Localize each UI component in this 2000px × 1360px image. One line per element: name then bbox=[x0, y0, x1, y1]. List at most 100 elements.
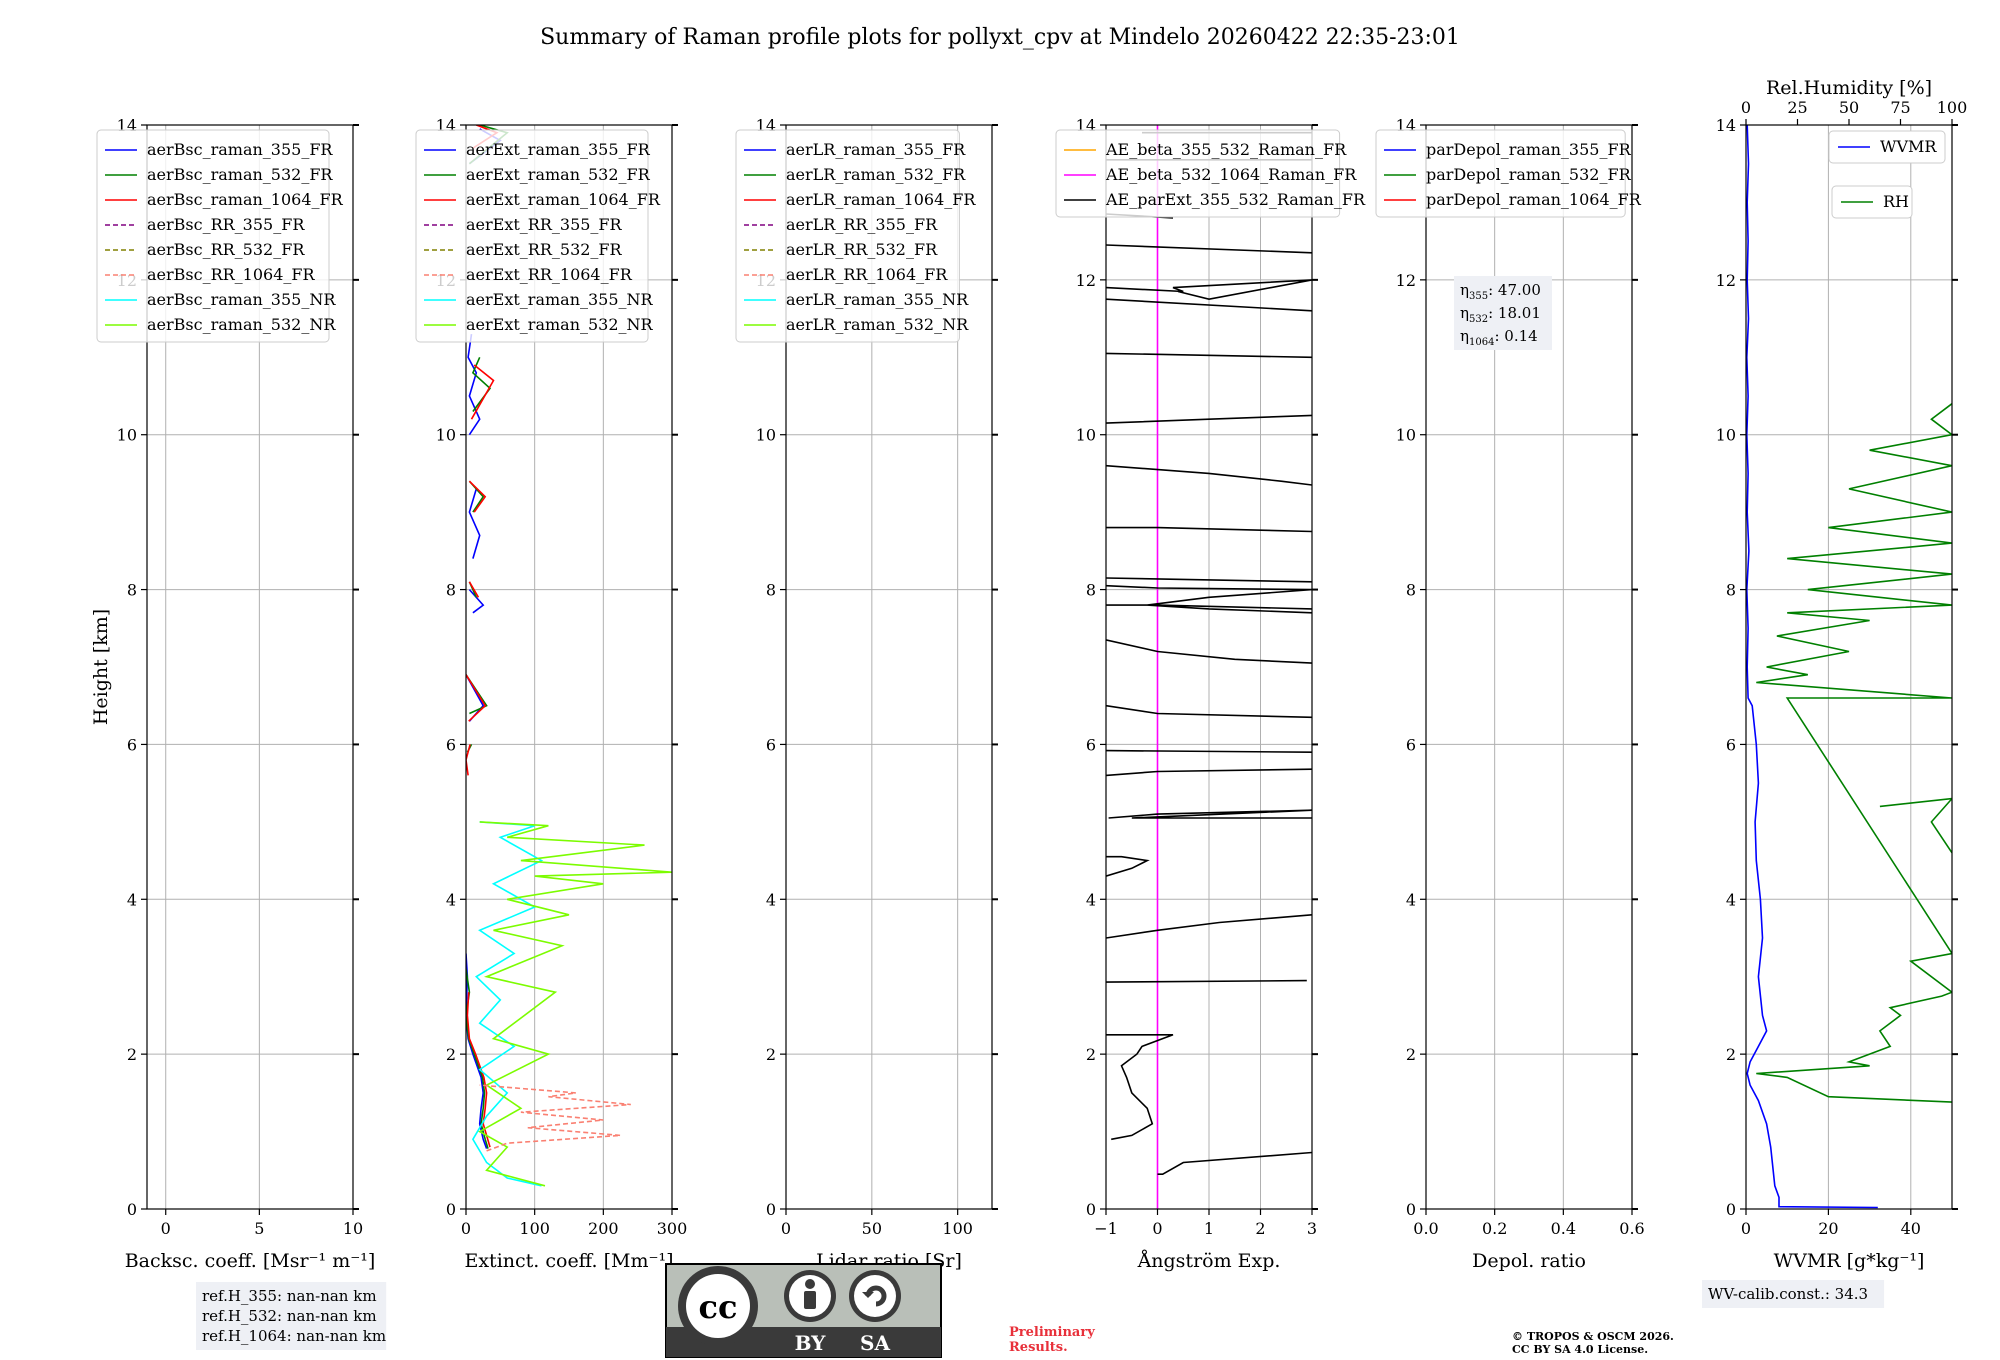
legend-label: aerExt_raman_355_NR bbox=[466, 290, 654, 309]
panel-lr: 02468101214050100Lidar ratio [Sr]aerLR_r… bbox=[735, 116, 998, 1272]
info-box: WV-calib.const.: 34.3 bbox=[1702, 1280, 1885, 1308]
top-x-axis-label: Rel.Humidity [%] bbox=[1766, 77, 1932, 99]
legend-label: aerBsc_raman_355_FR bbox=[147, 140, 333, 159]
preliminary-note: Preliminary Results. bbox=[1009, 1325, 1095, 1355]
legend-label: aerLR_raman_532_FR bbox=[786, 165, 966, 184]
legend-label: AE_beta_532_1064_Raman_FR bbox=[1105, 165, 1357, 184]
legend: AE_beta_355_532_Raman_FR AE_beta_532_1064… bbox=[1055, 129, 1366, 218]
legend-label: parDepol_raman_355_FR bbox=[1426, 140, 1632, 159]
y-tick-label: 8 bbox=[766, 581, 776, 600]
y-tick-label: 10 bbox=[436, 426, 456, 445]
y-tick-label: 8 bbox=[1726, 581, 1736, 600]
x-tick-label: 40 bbox=[1901, 1219, 1921, 1238]
y-tick-label: 0 bbox=[127, 1200, 137, 1219]
x-axis-label: Backsc. coeff. [Msr⁻¹ m⁻¹] bbox=[125, 1250, 376, 1272]
y-tick-label: 8 bbox=[127, 581, 137, 600]
y-tick-label: 8 bbox=[446, 581, 456, 600]
top-x-tick-label: 0 bbox=[1741, 98, 1751, 117]
y-tick-label: 12 bbox=[1396, 271, 1416, 290]
y-tick-label: 0 bbox=[766, 1200, 776, 1219]
preliminary-line-1: Preliminary bbox=[1009, 1325, 1095, 1340]
cc-license-badge: cc BY SA bbox=[665, 1263, 942, 1358]
legend-label: aerExt_raman_532_FR bbox=[466, 165, 651, 184]
legend-label: WVMR bbox=[1880, 137, 1937, 156]
x-tick-label: 0.2 bbox=[1482, 1219, 1507, 1238]
y-tick-label: 4 bbox=[446, 890, 456, 909]
legend-box bbox=[735, 129, 960, 343]
series-line-aerExt_RR_1064_FR bbox=[479, 1084, 631, 1152]
legend: aerExt_raman_355_FR aerExt_raman_532_FRae… bbox=[415, 129, 661, 343]
axes-frame bbox=[146, 124, 354, 1210]
y-tick-label: 10 bbox=[1716, 426, 1736, 445]
y-tick-label: 4 bbox=[1086, 890, 1096, 909]
legend-box bbox=[96, 129, 330, 343]
info-line: ref.H_355: nan-nan km bbox=[202, 1287, 377, 1305]
y-tick-label: 6 bbox=[1406, 735, 1416, 754]
y-tick-label: 2 bbox=[1086, 1045, 1096, 1064]
x-tick-label: 300 bbox=[657, 1219, 688, 1238]
legend-label: aerBsc_RR_355_FR bbox=[147, 215, 305, 234]
axes-frame bbox=[1745, 124, 1953, 1210]
y-tick-label: 4 bbox=[766, 890, 776, 909]
legend-label: aerBsc_raman_532_FR bbox=[147, 165, 333, 184]
legend-label: aerBsc_raman_532_NR bbox=[147, 315, 336, 334]
x-axis-label: Depol. ratio bbox=[1472, 1250, 1586, 1272]
preliminary-line-2: Results. bbox=[1009, 1340, 1068, 1355]
y-tick-label: 12 bbox=[1076, 271, 1096, 290]
x-tick-label: 3 bbox=[1307, 1219, 1317, 1238]
legend-label: aerLR_RR_532_FR bbox=[786, 240, 938, 259]
y-tick-label: 4 bbox=[1406, 890, 1416, 909]
copyright-note: © TROPOS & OSCM 2026. CC BY SA 4.0 Licen… bbox=[1512, 1330, 1674, 1356]
legend-label: aerExt_raman_1064_FR bbox=[466, 190, 661, 209]
panels: 024681012140510Backsc. coeff. [Msr⁻¹ m⁻¹… bbox=[90, 77, 1967, 1350]
x-tick-label: 0.4 bbox=[1551, 1219, 1576, 1238]
x-tick-label: 0 bbox=[781, 1219, 791, 1238]
top-x-tick-label: 75 bbox=[1890, 98, 1910, 117]
y-tick-label: 10 bbox=[117, 426, 137, 445]
y-tick-label: 4 bbox=[127, 890, 137, 909]
legend-label: aerBsc_RR_1064_FR bbox=[147, 265, 316, 284]
series-line-aerExt_raman_355_NR bbox=[471, 821, 544, 1187]
y-tick-label: 0 bbox=[446, 1200, 456, 1219]
legend-label: RH bbox=[1883, 192, 1909, 211]
series-group bbox=[1106, 125, 1312, 1209]
legend-label: aerLR_raman_1064_FR bbox=[786, 190, 976, 209]
y-axis-label: Height [km] bbox=[90, 609, 112, 725]
legend-label: AE_parExt_355_532_Raman_FR bbox=[1105, 190, 1366, 209]
legend-label: aerExt_RR_355_FR bbox=[466, 215, 623, 234]
legend-label: aerLR_RR_1064_FR bbox=[786, 265, 948, 284]
y-tick-label: 6 bbox=[1086, 735, 1096, 754]
y-tick-label: 6 bbox=[766, 735, 776, 754]
info-box-bg bbox=[1702, 1280, 1885, 1308]
x-axis-label: Extinct. coeff. [Mm⁻¹] bbox=[464, 1250, 673, 1272]
x-tick-label: 10 bbox=[343, 1219, 363, 1238]
x-tick-label: 50 bbox=[862, 1219, 882, 1238]
x-tick-label: 100 bbox=[519, 1219, 550, 1238]
top-x-tick-label: 100 bbox=[1937, 98, 1968, 117]
y-tick-label: 6 bbox=[127, 735, 137, 754]
y-tick-label: 12 bbox=[1716, 271, 1736, 290]
legend-box bbox=[1828, 130, 1946, 164]
series-line-WVMR bbox=[1746, 125, 1878, 1209]
legend-label: aerLR_raman_355_NR bbox=[786, 290, 969, 309]
legend-label: parDepol_raman_532_FR bbox=[1426, 165, 1632, 184]
series-group bbox=[1746, 125, 1952, 1209]
legend-label: parDepol_raman_1064_FR bbox=[1426, 190, 1642, 209]
legend-label: aerExt_raman_355_FR bbox=[466, 140, 651, 159]
y-tick-label: 8 bbox=[1086, 581, 1096, 600]
x-tick-label: 5 bbox=[254, 1219, 264, 1238]
x-tick-label: −1 bbox=[1094, 1219, 1118, 1238]
series-group bbox=[466, 125, 672, 1187]
x-tick-label: 0 bbox=[161, 1219, 171, 1238]
legend-label: aerExt_RR_532_FR bbox=[466, 240, 623, 259]
y-tick-label: 10 bbox=[756, 426, 776, 445]
x-tick-label: 200 bbox=[588, 1219, 619, 1238]
y-tick-label: 2 bbox=[127, 1045, 137, 1064]
series-line-RH bbox=[1756, 403, 1952, 1103]
legend-label: aerLR_raman_532_NR bbox=[786, 315, 969, 334]
x-tick-label: 1 bbox=[1204, 1219, 1214, 1238]
legend: parDepol_raman_355_FR parDepol_raman_532_… bbox=[1375, 129, 1642, 218]
